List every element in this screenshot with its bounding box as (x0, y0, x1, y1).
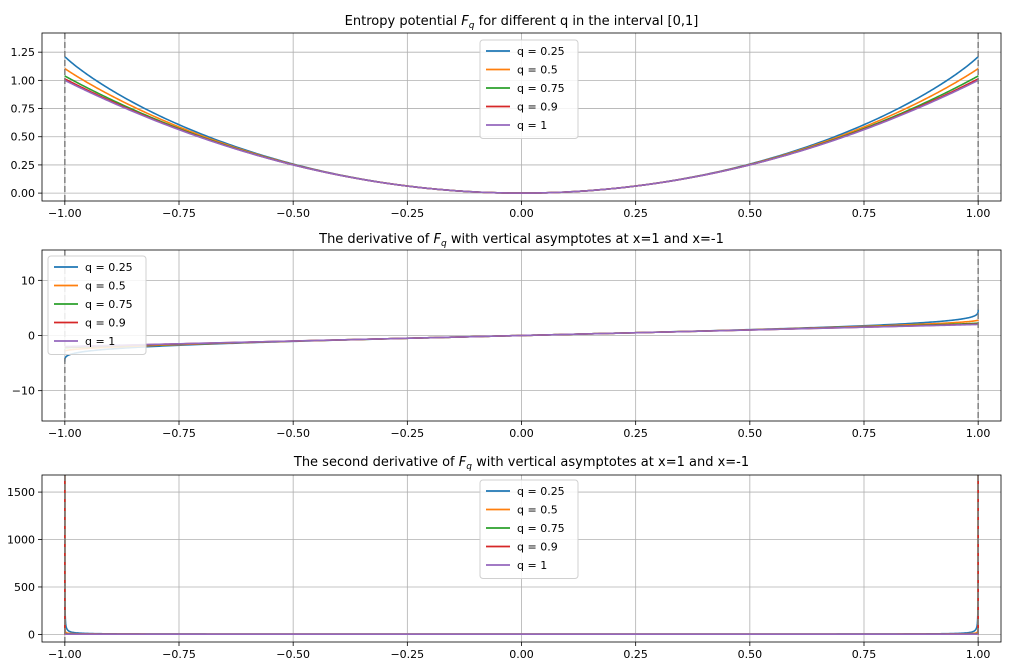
y-tick-label: 0.25 (11, 159, 36, 172)
x-tick-label: −0.50 (276, 648, 310, 661)
legend-label: q = 0.9 (517, 541, 558, 554)
y-tick-label: 0 (28, 628, 35, 641)
x-tick-label: 0.75 (852, 648, 877, 661)
legend-label: q = 1 (517, 119, 547, 132)
x-tick-label: 0.25 (623, 427, 648, 440)
x-tick-label: 1.00 (966, 207, 991, 220)
legend-label: q = 0.75 (517, 522, 565, 535)
x-tick-label: 0.75 (852, 427, 877, 440)
subplot-3: −1.00 −0.75 −0.50 −0.25 0.00 0.25 0.50 0.75 1.00… (7, 455, 1002, 661)
y-tick-label: −10 (12, 385, 35, 398)
legend-label: q = 0.75 (85, 298, 133, 311)
x-tick-label: 0.25 (623, 648, 648, 661)
legend-label: q = 1 (85, 335, 115, 348)
subplot-title: Entropy potential Fq for different q in … (345, 14, 699, 31)
legend-label: q = 0.25 (517, 485, 565, 498)
legend-box (479, 479, 579, 579)
legend-label: q = 0.25 (517, 45, 565, 58)
y-tick-label: 0.75 (11, 103, 36, 116)
x-tick-label: −1.00 (48, 648, 82, 661)
legend-label: q = 0.5 (85, 280, 126, 293)
y-tick-label: 10 (21, 274, 35, 287)
x-tick-label: −0.75 (162, 427, 196, 440)
legend-label: q = 1 (517, 559, 547, 572)
legend-label: q = 0.75 (517, 82, 565, 95)
x-tick-label: −1.00 (48, 427, 82, 440)
subplot-title: The second derivative of Fq with vertica… (293, 455, 749, 472)
subplot-1: −1.00 −0.75 −0.50 −0.25 0.00 0.25 0.50 0.75 1.00… (11, 14, 1002, 220)
x-tick-label: 0.50 (738, 427, 763, 440)
x-tick-label: −0.25 (390, 207, 424, 220)
x-tick-label: 0.25 (623, 207, 648, 220)
y-tick-label: 0.50 (11, 131, 36, 144)
subplot-title: The derivative of Fq with vertical asymp… (318, 232, 724, 249)
legend-box (479, 39, 579, 139)
subplot-2: −1.00 −0.75 −0.50 −0.25 0.00 0.25 0.50 0.75 1.00… (12, 232, 1002, 440)
y-tick-label: 1.25 (11, 46, 36, 59)
y-tick-label: 1.00 (11, 74, 36, 87)
x-tick-label: −0.25 (390, 648, 424, 661)
x-tick-label: −0.75 (162, 207, 196, 220)
series-line-q1 (64, 79, 979, 194)
x-tick-label: 1.00 (966, 427, 991, 440)
legend-box (47, 255, 147, 355)
x-tick-label: −1.00 (48, 207, 82, 220)
y-tick-label: 1000 (7, 534, 35, 547)
legend-label: q = 0.5 (517, 504, 558, 517)
y-tick-label: 500 (14, 581, 35, 594)
x-tick-label: 0.00 (509, 207, 534, 220)
legend-label: q = 0.25 (85, 261, 133, 274)
legend-label: q = 0.9 (85, 317, 126, 330)
y-tick-label: 0 (28, 330, 35, 343)
x-tick-label: −0.25 (390, 427, 424, 440)
legend: q = 0.25 q = 0.5 q = 0.75 q = 0.9 q = 1 (47, 255, 147, 355)
legend-label: q = 0.9 (517, 101, 558, 114)
y-tick-label: 0.00 (11, 187, 36, 200)
legend: q = 0.25 q = 0.5 q = 0.75 q = 0.9 q = 1 (479, 479, 579, 579)
x-tick-label: 0.00 (509, 648, 534, 661)
legend-label: q = 0.5 (517, 64, 558, 77)
x-tick-label: −0.75 (162, 648, 196, 661)
x-tick-label: 1.00 (966, 648, 991, 661)
x-tick-label: 0.00 (509, 427, 534, 440)
y-tick-label: 1500 (7, 486, 35, 499)
x-tick-label: −0.50 (276, 427, 310, 440)
x-tick-label: −0.50 (276, 207, 310, 220)
legend: q = 0.25 q = 0.5 q = 0.75 q = 0.9 q = 1 (479, 39, 579, 139)
x-tick-label: 0.50 (738, 207, 763, 220)
x-tick-label: 0.50 (738, 648, 763, 661)
x-tick-label: 0.75 (852, 207, 877, 220)
